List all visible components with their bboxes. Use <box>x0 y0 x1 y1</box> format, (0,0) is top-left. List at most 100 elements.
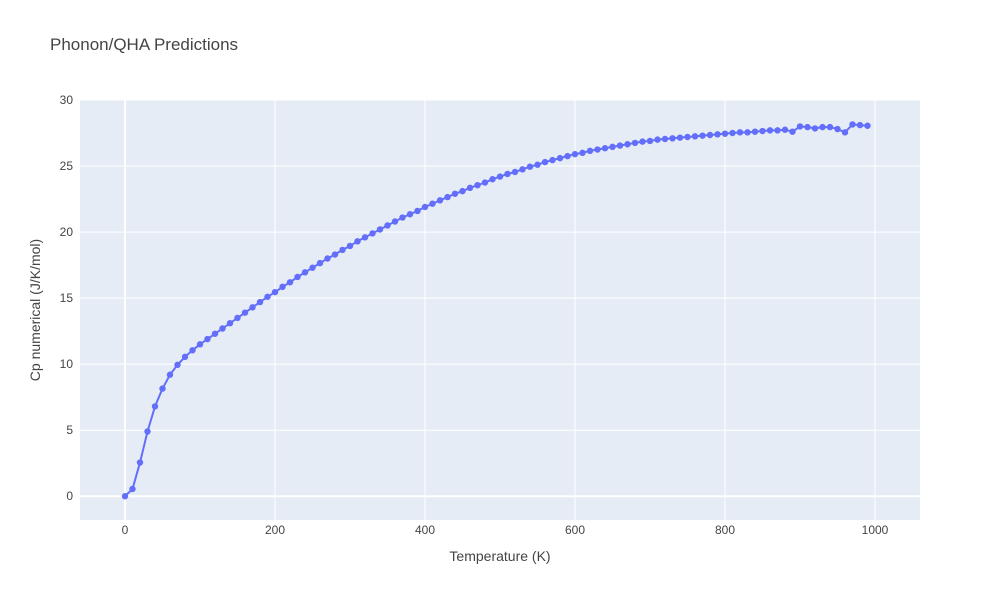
data-point[interactable] <box>136 459 144 466</box>
data-point[interactable] <box>856 121 864 129</box>
data-point[interactable] <box>324 255 331 262</box>
data-point[interactable] <box>391 218 399 225</box>
data-point[interactable] <box>556 154 564 162</box>
data-point[interactable] <box>811 125 819 132</box>
data-point[interactable] <box>316 259 324 267</box>
data-point[interactable] <box>796 123 804 130</box>
data-point[interactable] <box>631 139 639 147</box>
data-point[interactable] <box>204 335 211 343</box>
data-point[interactable] <box>624 141 631 148</box>
data-point[interactable] <box>474 181 481 189</box>
data-point[interactable] <box>301 269 309 276</box>
data-point[interactable] <box>699 132 706 139</box>
data-point[interactable] <box>414 207 421 215</box>
data-point[interactable] <box>639 138 646 145</box>
data-point[interactable] <box>564 152 571 160</box>
data-point[interactable] <box>766 127 774 134</box>
data-point[interactable] <box>819 123 826 131</box>
data-point[interactable] <box>729 129 736 137</box>
data-point[interactable] <box>616 142 624 149</box>
data-point[interactable] <box>826 123 834 131</box>
data-point[interactable] <box>234 314 241 322</box>
data-point[interactable] <box>774 127 781 134</box>
data-point[interactable] <box>256 298 264 306</box>
data-point[interactable] <box>219 325 226 332</box>
data-point[interactable] <box>586 147 594 155</box>
data-point[interactable] <box>864 122 871 129</box>
data-point[interactable] <box>166 371 174 378</box>
data-point[interactable] <box>549 156 556 164</box>
data-point[interactable] <box>736 129 744 136</box>
data-point[interactable] <box>504 170 511 178</box>
data-point[interactable] <box>721 130 729 137</box>
data-point[interactable] <box>459 187 466 195</box>
data-point[interactable] <box>241 309 249 316</box>
data-point[interactable] <box>384 222 391 229</box>
data-point[interactable] <box>444 193 451 201</box>
data-point[interactable] <box>789 128 796 135</box>
data-point[interactable] <box>571 150 579 158</box>
data-point[interactable] <box>354 238 361 245</box>
data-point[interactable] <box>841 129 849 136</box>
data-point[interactable] <box>189 347 196 354</box>
data-point[interactable] <box>511 168 519 176</box>
data-point[interactable] <box>399 214 406 221</box>
data-point[interactable] <box>481 179 489 186</box>
data-point[interactable] <box>181 353 189 361</box>
data-point[interactable] <box>361 234 369 241</box>
data-point[interactable] <box>466 184 474 192</box>
data-point[interactable] <box>526 163 534 170</box>
data-point[interactable] <box>834 125 841 133</box>
data-point[interactable] <box>714 131 721 138</box>
data-point[interactable] <box>541 158 549 166</box>
data-point[interactable] <box>654 136 661 143</box>
data-point[interactable] <box>804 123 811 131</box>
data-point[interactable] <box>294 273 301 281</box>
data-point[interactable] <box>144 428 151 435</box>
data-point[interactable] <box>369 230 376 237</box>
data-point[interactable] <box>781 126 789 133</box>
data-point[interactable] <box>684 133 691 141</box>
data-point[interactable] <box>159 385 166 392</box>
data-point[interactable] <box>196 341 204 348</box>
data-point[interactable] <box>421 203 429 211</box>
data-point[interactable] <box>339 246 346 254</box>
data-point[interactable] <box>751 128 759 135</box>
data-point[interactable] <box>226 320 234 327</box>
data-point[interactable] <box>346 242 354 250</box>
data-point[interactable] <box>436 197 444 204</box>
data-point[interactable] <box>691 133 699 140</box>
data-point[interactable] <box>211 330 219 337</box>
data-point[interactable] <box>429 200 436 207</box>
data-point[interactable] <box>406 211 414 218</box>
data-point[interactable] <box>174 361 181 369</box>
data-point[interactable] <box>129 485 136 493</box>
data-point[interactable] <box>286 279 294 286</box>
data-point[interactable] <box>279 283 286 291</box>
data-point[interactable] <box>849 121 856 128</box>
data-point[interactable] <box>646 137 654 145</box>
data-point[interactable] <box>609 143 616 151</box>
data-point[interactable] <box>376 226 384 233</box>
data-point[interactable] <box>676 134 684 141</box>
data-point[interactable] <box>151 403 159 410</box>
data-point[interactable] <box>121 493 129 500</box>
data-point[interactable] <box>331 251 339 258</box>
data-point[interactable] <box>309 264 316 271</box>
data-point[interactable] <box>496 173 504 180</box>
data-point[interactable] <box>706 131 714 139</box>
data-point[interactable] <box>669 135 676 142</box>
data-point[interactable] <box>579 149 586 157</box>
data-point[interactable] <box>271 288 279 296</box>
data-point[interactable] <box>661 135 669 143</box>
data-point[interactable] <box>264 293 271 300</box>
data-point[interactable] <box>249 304 256 311</box>
data-point[interactable] <box>744 129 751 136</box>
data-point[interactable] <box>601 145 609 152</box>
data-point[interactable] <box>489 176 496 183</box>
data-point[interactable] <box>759 127 766 135</box>
data-point[interactable] <box>594 146 601 153</box>
data-point[interactable] <box>534 161 541 168</box>
data-point[interactable] <box>519 166 526 173</box>
data-point[interactable] <box>451 190 459 197</box>
